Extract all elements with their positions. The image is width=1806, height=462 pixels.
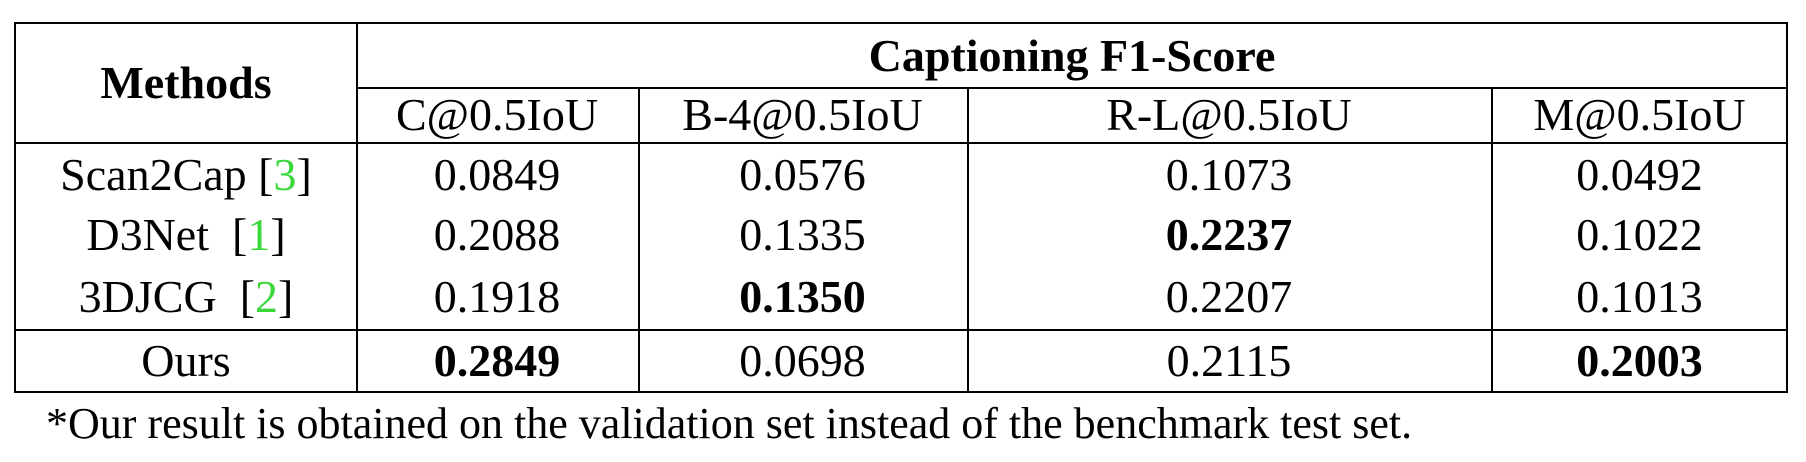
column-header-row: C@0.5IoU B-4@0.5IoU R-L@0.5IoU M@0.5IoU [16, 87, 1786, 142]
table-row-ours: Ours 0.2849 0.0698 0.2115 0.2003 [16, 331, 1786, 391]
table-row: Scan2Cap [3] 0.0849 0.0576 0.1073 0.0492 [16, 146, 1786, 204]
column-rule-3 [1491, 87, 1493, 391]
citation-link[interactable]: 3 [273, 149, 297, 200]
method-cell: 3DJCG [2] [16, 266, 356, 327]
citation-close: ] [270, 209, 286, 260]
value-cell: 0.2115 [1166, 335, 1292, 386]
column-header: R-L@0.5IoU [1106, 88, 1352, 140]
method-cell: Scan2Cap [3] [16, 146, 356, 204]
methods-column-rule [356, 24, 358, 391]
citation-link[interactable]: 1 [247, 209, 271, 260]
ours-separator-rule [16, 329, 1786, 331]
header-bottom-rule [16, 142, 1786, 144]
method-name: 3DJCG [78, 270, 217, 322]
value-cell-best: 0.2237 [1165, 209, 1293, 260]
method-cell: D3Net [1] [16, 204, 356, 266]
results-table: Methods Captioning F1-Score C@0.5IoU B-4… [14, 22, 1788, 393]
value-cell: 0.1918 [433, 270, 561, 322]
value-cell: 0.0576 [739, 149, 866, 200]
value-cell: 0.1073 [1165, 149, 1293, 200]
value-cell-best: 0.1350 [739, 270, 866, 322]
table-row: 3DJCG [2] 0.1918 0.1350 0.2207 0.1013 [16, 266, 1786, 327]
value-cell: 0.1335 [739, 209, 866, 260]
value-cell: 0.2088 [433, 209, 561, 260]
value-cell: 0.1022 [1576, 209, 1703, 260]
column-rule-2 [967, 87, 969, 391]
footnote: *Our result is obtained on the validatio… [46, 399, 1413, 448]
citation-open: [ [231, 209, 248, 260]
group-header: Captioning F1-Score [868, 29, 1276, 81]
citation-link[interactable]: 2 [255, 270, 279, 322]
value-cell: 0.2207 [1165, 270, 1293, 322]
citation-close: ] [296, 149, 312, 200]
table-row: D3Net [1] 0.2088 0.1335 0.2237 0.1022 [16, 204, 1786, 266]
value-cell: 0.0492 [1576, 149, 1703, 200]
method-cell: Ours [16, 331, 356, 391]
group-header-rule [356, 87, 1788, 89]
column-header: M@0.5IoU [1533, 88, 1746, 140]
header-methods-row: Methods [16, 24, 1786, 142]
column-header: B-4@0.5IoU [682, 88, 923, 140]
value-cell-best: 0.2849 [433, 335, 561, 386]
citation-open: [ [258, 149, 274, 200]
citation-open: [ [239, 270, 256, 322]
value-cell: 0.0849 [433, 149, 561, 200]
value-cell: 0.0698 [739, 335, 866, 386]
method-name: Scan2Cap [60, 149, 247, 200]
methods-header: Methods [100, 57, 272, 108]
method-name: D3Net [86, 209, 209, 260]
column-header: C@0.5IoU [395, 88, 599, 140]
value-cell-best: 0.2003 [1576, 335, 1703, 386]
method-name: Ours [141, 335, 231, 386]
column-rule-1 [638, 87, 640, 391]
value-cell: 0.1013 [1576, 270, 1703, 322]
group-header-row: Captioning F1-Score [16, 24, 1786, 87]
citation-close: ] [278, 270, 294, 322]
